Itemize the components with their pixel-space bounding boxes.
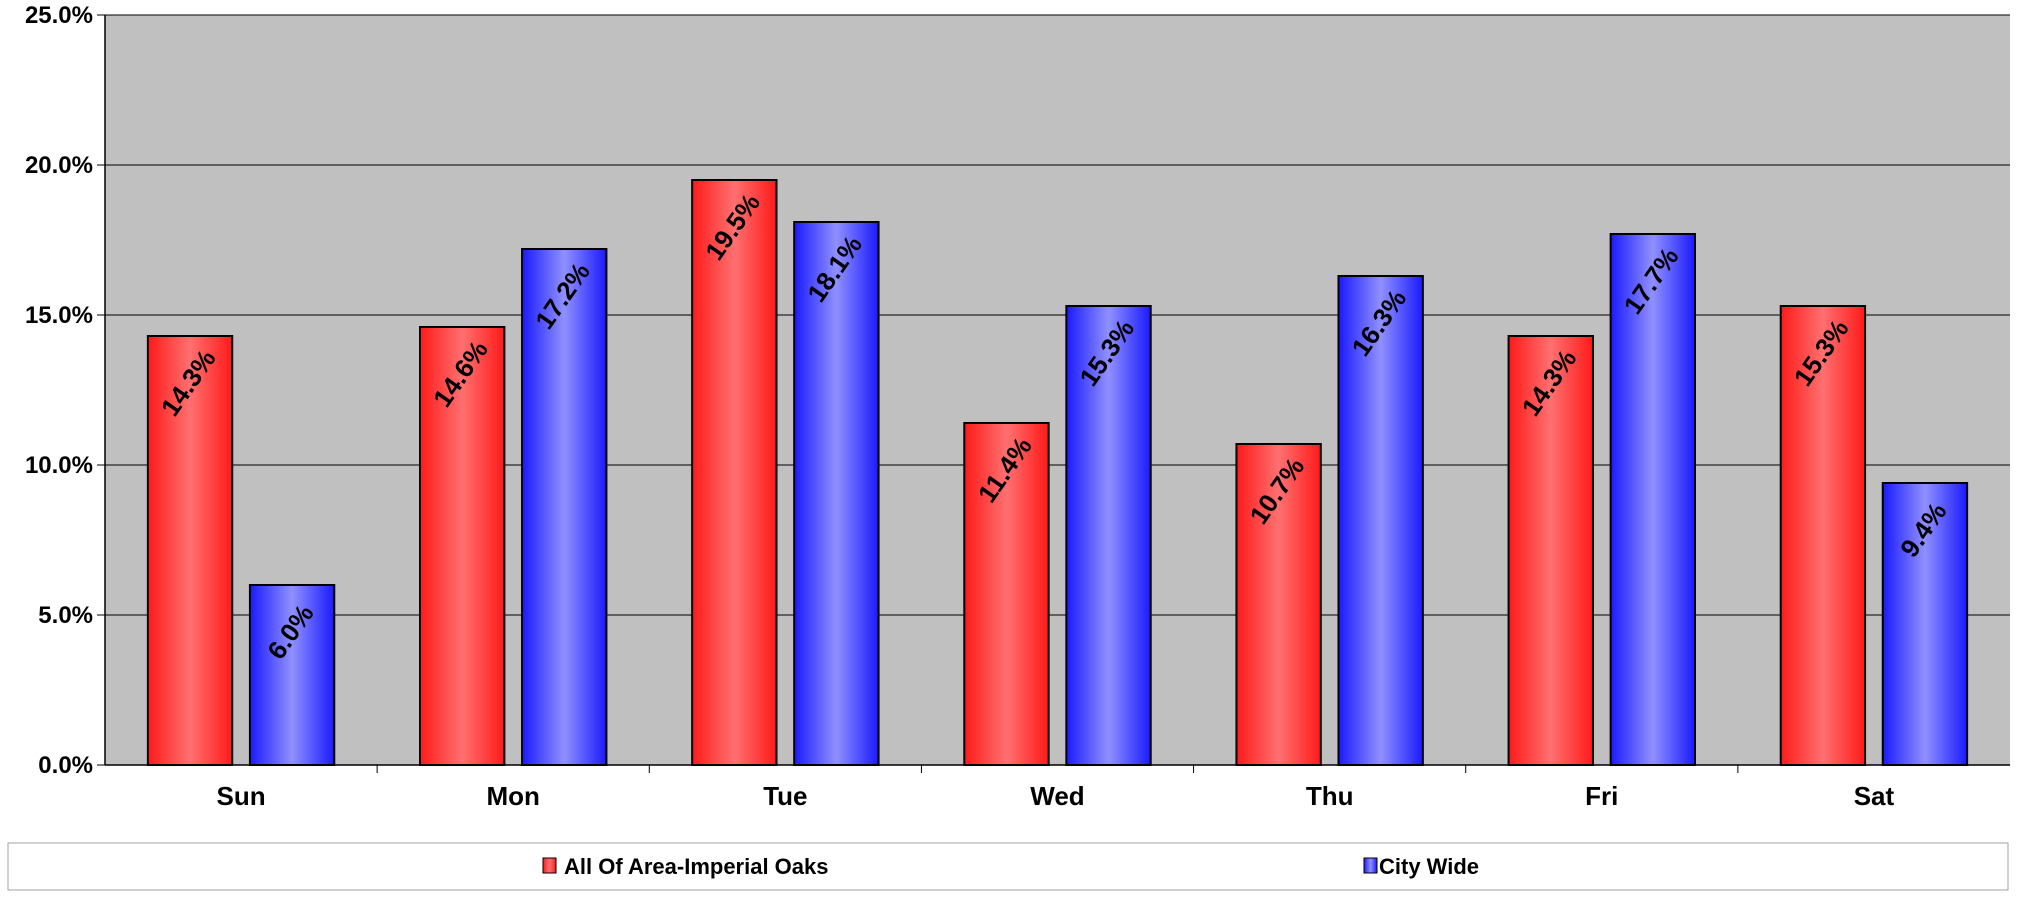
bar-imperial-oaks (963, 422, 1050, 766)
bar-city-wide (1881, 482, 1969, 766)
y-tick-label: 5.0% (38, 602, 93, 629)
bar-imperial-oaks (1779, 305, 1867, 766)
bar-city-wide (1337, 275, 1424, 766)
legend-swatch-red (542, 857, 557, 874)
x-tick-label: Sun (217, 781, 266, 811)
x-tick-label: Fri (1585, 781, 1618, 811)
y-tick-label: 20.0% (25, 152, 93, 179)
bar-city-wide (521, 248, 608, 766)
bar-city-wide (793, 221, 880, 766)
bar-imperial-oaks (1235, 443, 1322, 766)
legend-label-city-wide: City Wide (1379, 854, 1479, 879)
plot-area (105, 15, 2010, 765)
x-tick-label: Wed (1030, 781, 1084, 811)
y-tick-label: 15.0% (25, 302, 93, 329)
bar-city-wide (1065, 305, 1152, 766)
legend-swatch-blue (1363, 857, 1378, 874)
x-tick-label: Thu (1306, 781, 1354, 811)
bar-imperial-oaks (419, 326, 506, 766)
axes: 0.0% 5.0% 10.0% 15.0% 20.0% 25.0% Sun Mon Tue Wed… (25, 2, 2010, 811)
bars (146, 179, 1969, 766)
legend: All Of Area-Imperial Oaks City Wide (7, 842, 2009, 891)
legend-box (7, 842, 2009, 891)
bar-imperial-oaks (691, 179, 778, 766)
x-tick-label: Sat (1854, 781, 1895, 811)
x-tick-label: Mon (487, 781, 540, 811)
bar-imperial-oaks (146, 335, 234, 766)
bar-imperial-oaks (1507, 335, 1594, 766)
x-tick-label: Tue (763, 781, 807, 811)
y-tick-label: 25.0% (25, 2, 93, 29)
y-tick-label: 10.0% (25, 452, 93, 479)
legend-label-imperial-oaks: All Of Area-Imperial Oaks (564, 854, 829, 879)
y-tick-label: 0.0% (38, 752, 93, 779)
bar-city-wide (1609, 233, 1696, 766)
